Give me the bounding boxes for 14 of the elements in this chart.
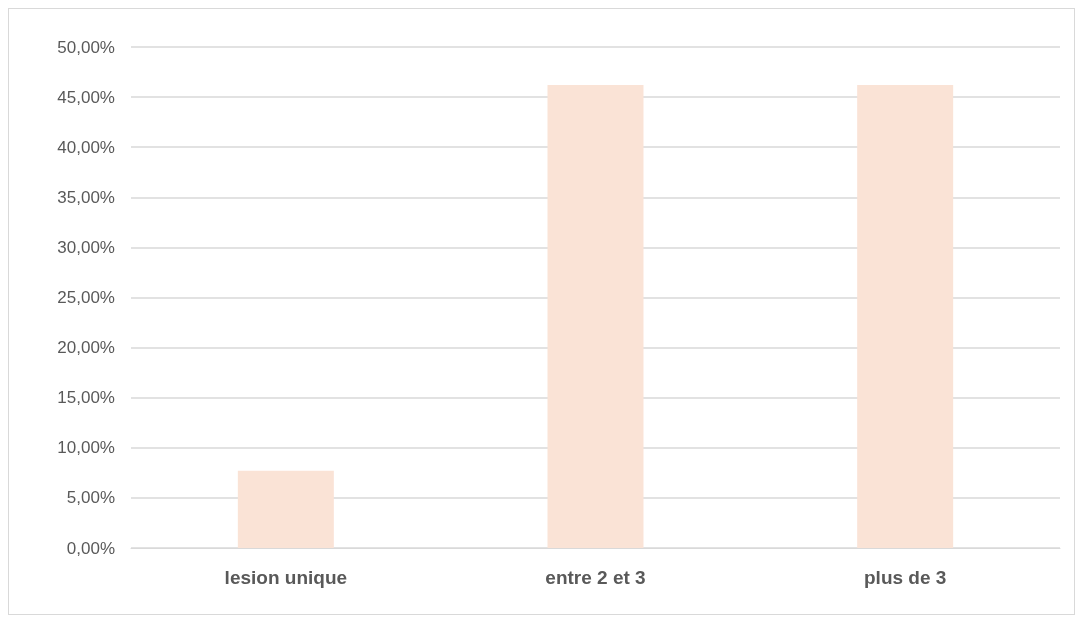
y-tick-label: 35,00% <box>57 187 115 207</box>
y-tick-label: 45,00% <box>57 87 115 107</box>
y-tick-label: 10,00% <box>57 438 115 458</box>
y-tick-label: 20,00% <box>57 338 115 358</box>
y-tick-label: 50,00% <box>57 37 115 57</box>
y-tick-label: 0,00% <box>66 538 115 558</box>
y-tick-label: 30,00% <box>57 237 115 257</box>
y-tick-label: 25,00% <box>57 288 115 307</box>
x-tick-label: lesion unique <box>224 567 348 588</box>
y-tick-label: 40,00% <box>57 137 115 157</box>
y-tick-label: 15,00% <box>57 388 115 408</box>
x-tick-label: plus de 3 <box>863 567 947 588</box>
y-tick-label: 5,00% <box>66 488 115 508</box>
x-tick-label: entre 2 et 3 <box>545 567 646 588</box>
